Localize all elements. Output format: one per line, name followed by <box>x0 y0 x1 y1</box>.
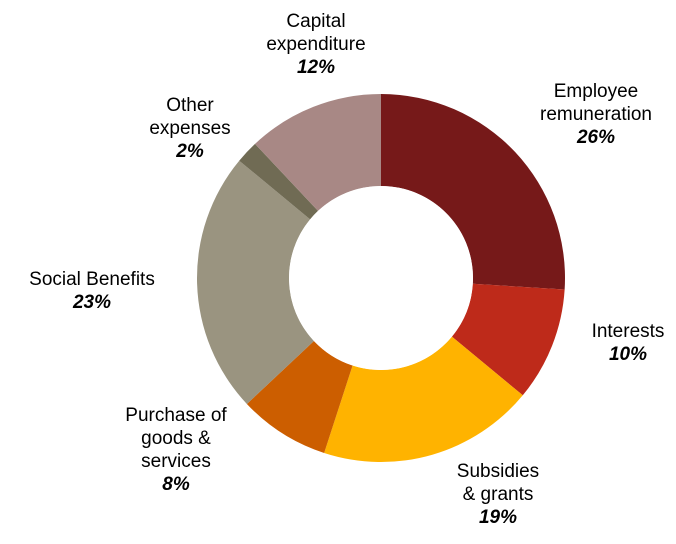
slices-layer <box>197 94 565 462</box>
slice-capital-expenditure <box>255 94 381 211</box>
slice-label-text: Interests <box>592 321 665 342</box>
slice-label-text: expenditure <box>266 34 365 55</box>
slice-subsidies-and-grants <box>324 336 523 462</box>
donut-hole <box>289 186 473 370</box>
slice-label-text: Capital <box>286 11 345 32</box>
slice-percent-label: 8% <box>162 474 190 495</box>
slice-label-text: Employee <box>554 81 639 102</box>
slice-percent-label: 26% <box>576 127 615 148</box>
slice-percent-label: 2% <box>175 141 204 162</box>
slice-social-benefits <box>197 160 314 404</box>
slice-label-text: expenses <box>149 118 230 139</box>
slice-other-expenses <box>239 143 319 220</box>
slice-label-text: Purchase of <box>125 405 227 426</box>
slice-label-text: goods & <box>141 428 211 449</box>
slice-employee-remuneration <box>381 94 565 290</box>
slice-percent-label: 19% <box>479 507 517 528</box>
slice-interests <box>451 283 565 396</box>
slice-label-text: Social Benefits <box>29 269 155 290</box>
slice-percent-label: 10% <box>609 344 647 365</box>
slice-label-text: & grants <box>463 484 534 505</box>
slice-label-text: services <box>141 451 211 472</box>
slice-percent-label: 12% <box>297 57 335 78</box>
slice-label-text: Subsidies <box>457 461 539 482</box>
slice-purchase-of-goods-and-services <box>246 340 353 453</box>
slice-label-text: remuneration <box>540 104 652 125</box>
slice-label-text: Other <box>166 95 214 116</box>
slice-percent-label: 23% <box>72 292 111 313</box>
